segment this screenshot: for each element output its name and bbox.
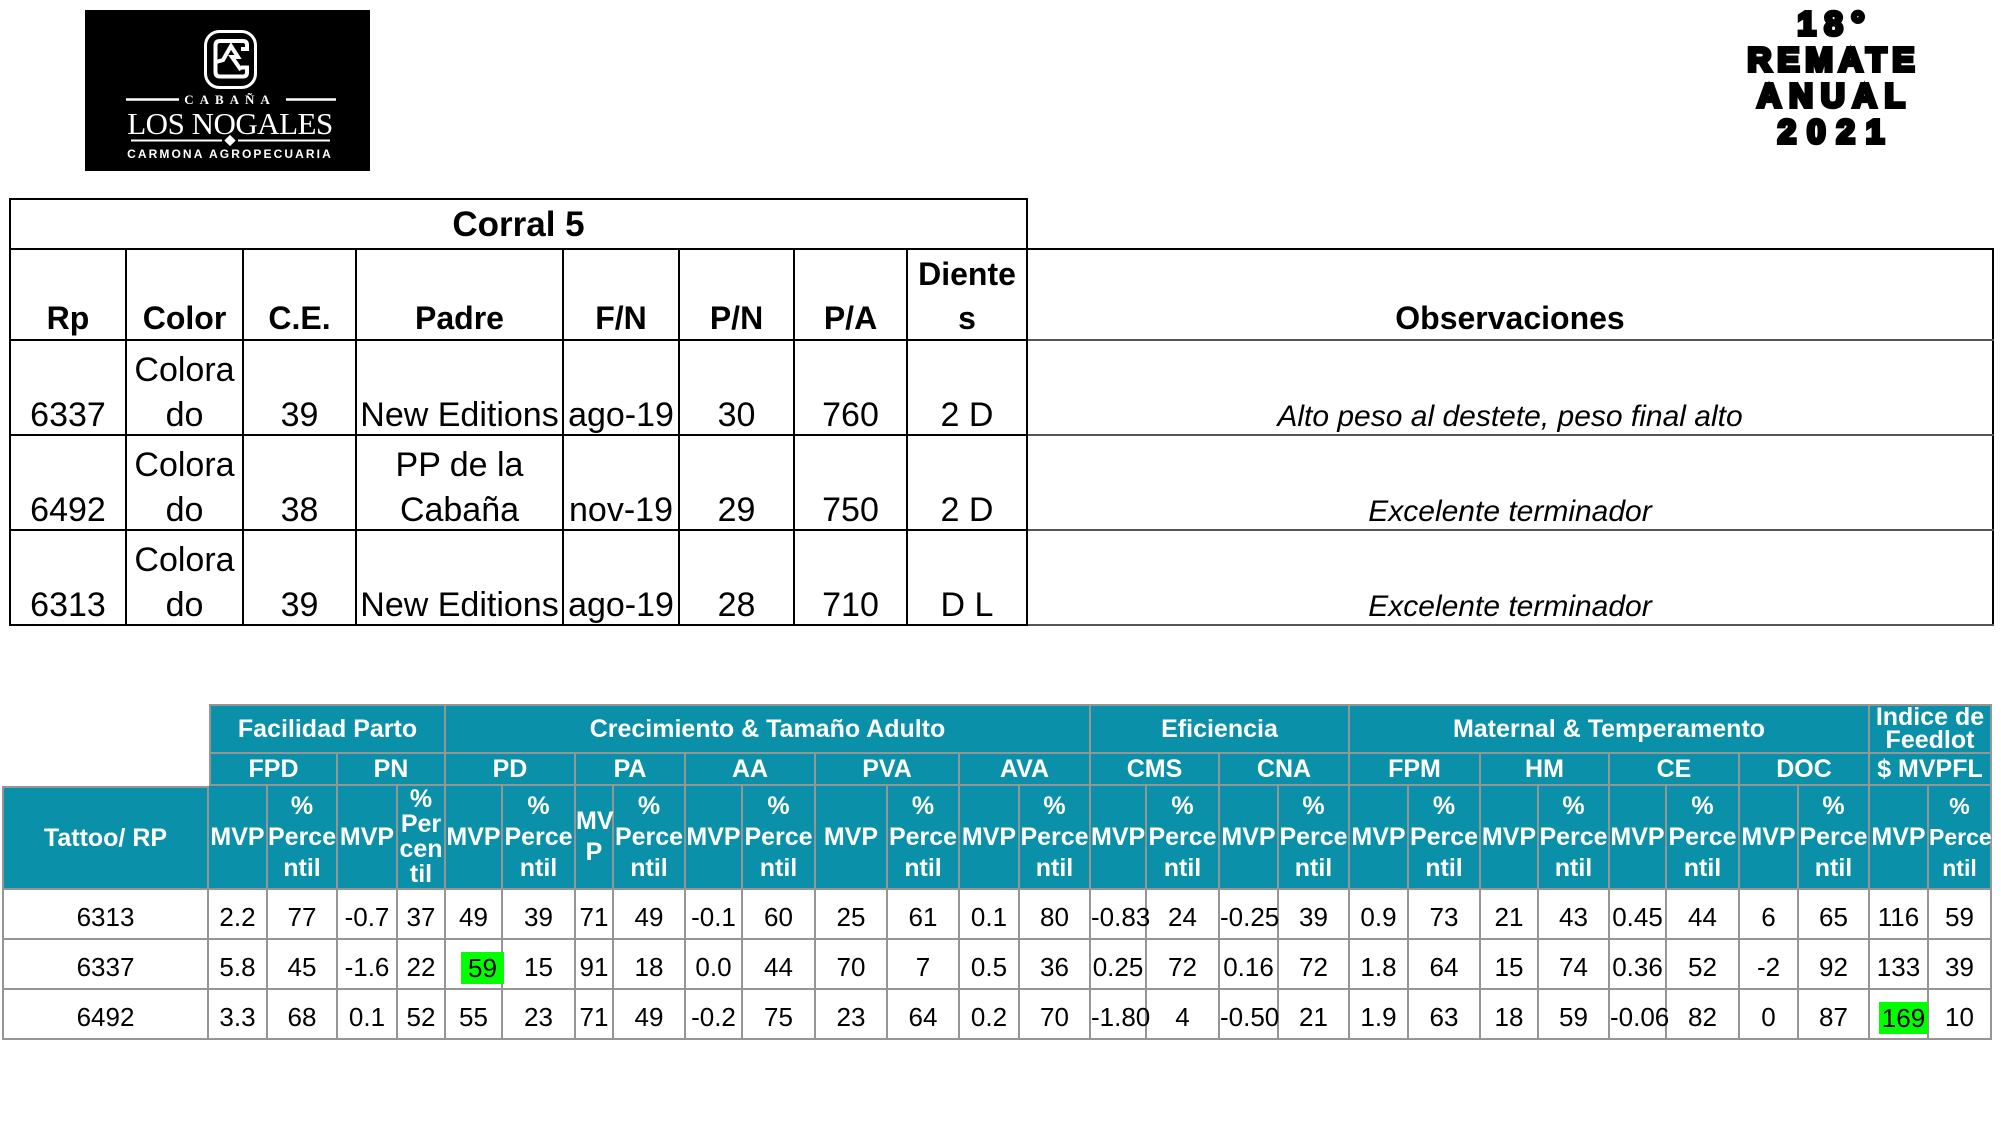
svg-text:CARMONA AGROPECUARIA: CARMONA AGROPECUARIA: [127, 147, 333, 161]
svg-text:CABAÑA: CABAÑA: [184, 92, 276, 107]
